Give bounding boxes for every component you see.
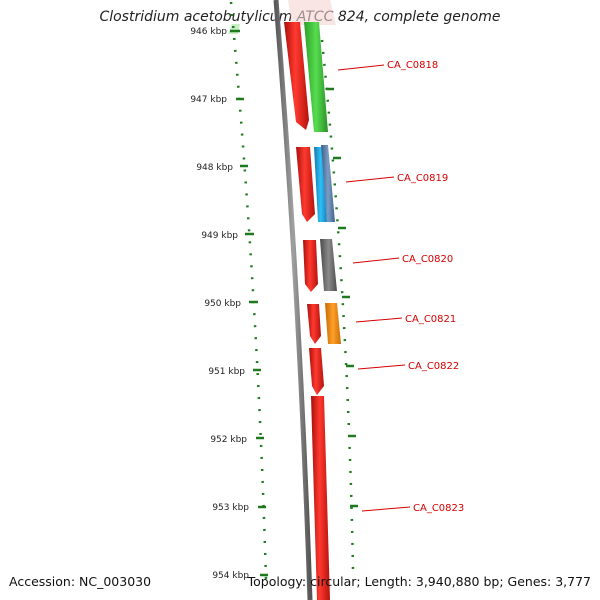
label-leader <box>345 176 395 183</box>
kbp-label: 949 kbp <box>201 231 238 241</box>
gene-arrow-ca-c0821-red <box>307 304 321 344</box>
kbp-label: 953 kbp <box>212 503 249 513</box>
gene-block-steel <box>321 145 335 222</box>
gene-label-ca-c0823[interactable]: CA_C0823 <box>413 503 464 514</box>
kbp-label: 954 kbp <box>212 571 249 581</box>
label-leader <box>361 506 411 512</box>
gene-arrow-ca-c0822-red <box>309 348 324 395</box>
gene-block-gray <box>320 239 337 291</box>
accession-text: Accession: NC_003030 <box>9 574 152 589</box>
gene-block-orange <box>325 303 341 344</box>
kbp-label: 948 kbp <box>196 163 233 173</box>
gene-label-ca-c0818[interactable]: CA_C0818 <box>387 60 438 71</box>
inner-tick-arc <box>229 1 268 581</box>
genome-summary-text: Topology: circular; Length: 3,940,880 bp… <box>247 574 591 589</box>
label-leader <box>355 317 403 323</box>
gene-label-ca-c0821[interactable]: CA_C0821 <box>405 314 456 325</box>
label-leader <box>352 257 400 264</box>
gene-block-cyan <box>314 147 327 222</box>
gene-shadow-green-top <box>228 24 240 34</box>
kbp-label: 951 kbp <box>208 367 245 377</box>
kbp-label: 947 kbp <box>190 95 227 105</box>
gene-label-ca-c0820[interactable]: CA_C0820 <box>402 254 453 265</box>
gene-arrow-ca-c0820-red <box>303 240 318 292</box>
gene-arrow-ca-c0818-red <box>284 22 309 130</box>
kbp-label: 946 kbp <box>190 27 227 37</box>
label-leader <box>357 364 406 370</box>
gene-block-green <box>304 22 328 132</box>
kbp-label: 950 kbp <box>204 299 241 309</box>
chromosome-backbone <box>273 0 313 600</box>
gene-label-ca-c0822[interactable]: CA_C0822 <box>408 361 459 372</box>
gene-arrow-ca-c0819-red <box>296 147 315 222</box>
label-leader <box>337 64 385 71</box>
gene-label-ca-c0819[interactable]: CA_C0819 <box>397 173 448 184</box>
gene-arrow-ca-c0823-red <box>311 396 330 600</box>
kbp-label: 952 kbp <box>210 435 247 445</box>
outer-tick-arc <box>320 39 355 571</box>
gene-shadow-top <box>288 0 336 25</box>
